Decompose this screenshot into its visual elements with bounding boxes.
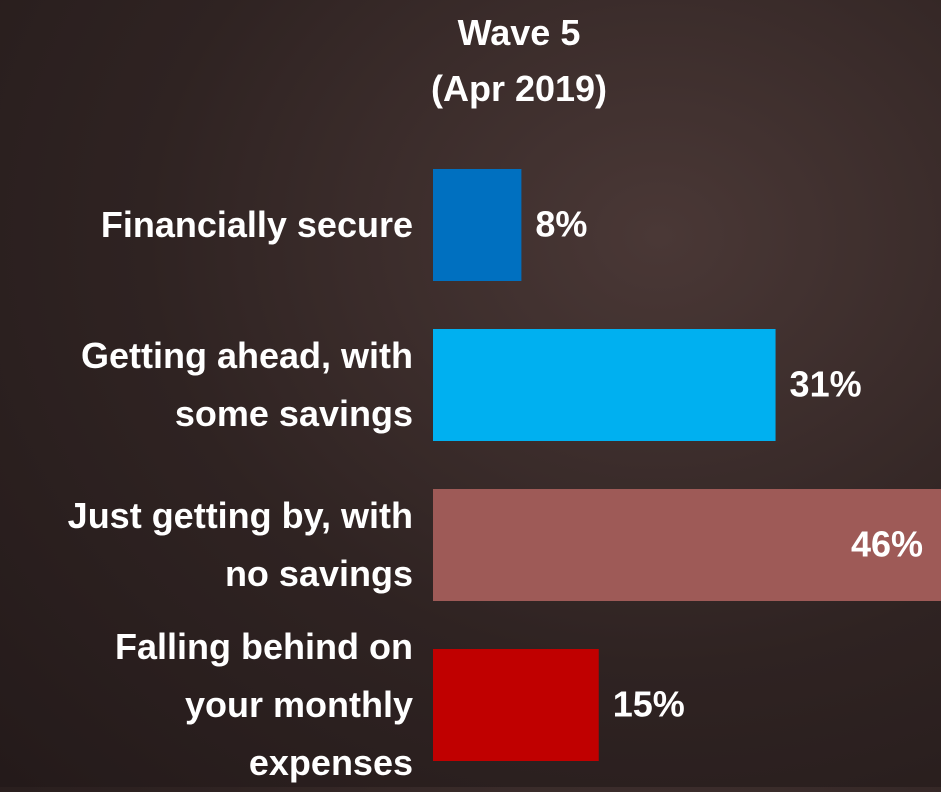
value-label: 8% xyxy=(535,204,587,245)
page: Wave 5 (Apr 2019) 8%31%46%15% (() => { c… xyxy=(0,0,941,787)
bar xyxy=(433,649,599,761)
value-label: 15% xyxy=(613,684,685,725)
category-label: Financially secure xyxy=(0,169,413,281)
category-label: Just getting by, with no savings xyxy=(0,489,413,601)
bar xyxy=(433,329,776,441)
category-label: Falling behind on your monthly expenses xyxy=(0,649,413,761)
category-label: Getting ahead, with some savings xyxy=(0,329,413,441)
value-label: 31% xyxy=(790,364,862,405)
value-label: 46% xyxy=(851,524,923,565)
bar xyxy=(433,169,521,281)
